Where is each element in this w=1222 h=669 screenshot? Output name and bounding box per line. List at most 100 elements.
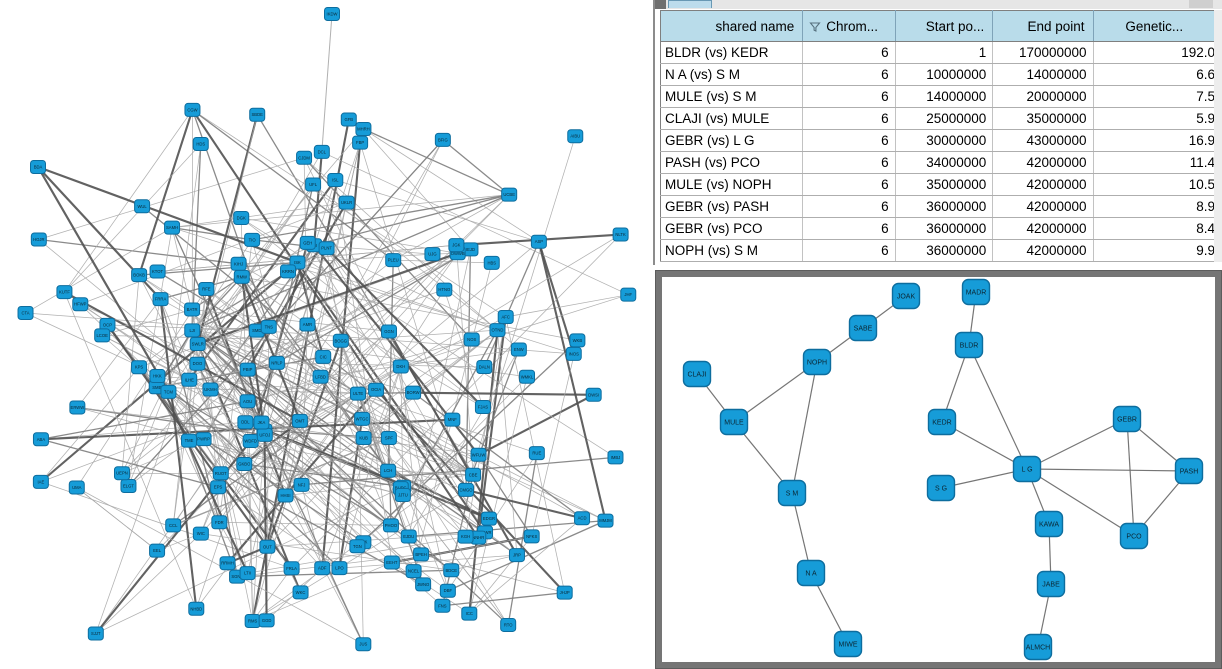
cell-start[interactable]: 10000000 (895, 63, 994, 86)
network-node[interactable]: KRRN (280, 264, 297, 279)
network-node[interactable]: WMKL (519, 369, 536, 384)
detail-network-panel[interactable]: JOAK SABE NOPH CLAJI MULE S M N A MIWE MADR BLDR K… (655, 270, 1222, 669)
network-node[interactable]: RMW (233, 269, 250, 284)
cell-end[interactable]: 20000000 (992, 85, 1094, 108)
network-node[interactable]: BORW (405, 385, 422, 400)
network-node[interactable]: IMBJ (607, 450, 624, 465)
network-node[interactable]: GEH (299, 235, 316, 250)
network-node-s-m[interactable]: S M (777, 479, 807, 507)
cell-chromosome[interactable]: 6 (802, 151, 896, 174)
network-node[interactable]: JWNO (415, 577, 432, 592)
network-node[interactable]: UFL (305, 177, 322, 192)
cell-start[interactable]: 36000000 (895, 239, 994, 262)
network-node[interactable]: OTND (489, 323, 506, 338)
network-edge-NOPH-MULE[interactable] (733, 361, 818, 423)
network-node[interactable]: GGD (258, 613, 275, 628)
network-edge-SG-LG[interactable] (940, 468, 1028, 489)
cell-end[interactable]: 35000000 (992, 107, 1094, 130)
table-row[interactable]: MULE (vs) S M 6 14000000 20000000 7.5 (660, 85, 1222, 108)
cell-shared-name[interactable]: GEBR (vs) PASH (660, 195, 804, 218)
network-node-l-g[interactable]: L G (1012, 455, 1042, 483)
network-node[interactable]: DWSI (585, 387, 602, 402)
network-node[interactable]: JHJP (556, 585, 573, 600)
cell-start[interactable]: 36000000 (895, 217, 994, 240)
network-node[interactable]: SWLR (189, 337, 206, 352)
network-node[interactable]: DGK (233, 211, 250, 226)
network-node-n-a[interactable]: N A (796, 559, 826, 587)
network-node[interactable]: LCH (380, 463, 397, 478)
network-node[interactable]: BOGG (332, 333, 349, 348)
network-node[interactable]: TGN (349, 539, 366, 554)
cell-chromosome[interactable]: 6 (802, 85, 896, 108)
network-node[interactable]: KPS (131, 360, 148, 375)
column-header-end-point[interactable]: End point (992, 10, 1094, 42)
network-edge-LG-PCO[interactable] (1026, 468, 1135, 537)
cell-chromosome[interactable]: 6 (802, 41, 896, 64)
network-node[interactable]: ASP (530, 234, 547, 249)
cell-end[interactable]: 42000000 (992, 217, 1094, 240)
network-node[interactable]: EEHT (383, 555, 400, 570)
network-node[interactable]: GGN (381, 324, 398, 339)
cell-end[interactable]: 42000000 (992, 151, 1094, 174)
cell-chromosome[interactable]: 6 (802, 129, 896, 152)
network-node[interactable]: PBIP (239, 362, 256, 377)
network-node[interactable]: GKBO (236, 456, 253, 471)
cell-end[interactable]: 14000000 (992, 63, 1094, 86)
network-node[interactable]: DOO (189, 356, 206, 371)
network-node[interactable]: FRRA (152, 292, 169, 307)
network-node[interactable]: ADF (314, 561, 331, 576)
cell-chromosome[interactable]: 6 (802, 239, 896, 262)
column-header-chrom[interactable]: Chrom... (802, 10, 896, 42)
cell-chromosome[interactable]: 6 (802, 195, 896, 218)
network-edge-NOPH-SM[interactable] (791, 361, 818, 494)
cell-genetic[interactable]: 10.5 (1093, 173, 1222, 196)
network-edge-LG-PASH[interactable] (1026, 468, 1190, 472)
cell-start[interactable]: 30000000 (895, 129, 994, 152)
network-node[interactable]: RUE (528, 446, 545, 461)
network-edge-SM-NA[interactable] (791, 492, 812, 574)
network-node[interactable]: NNHR (470, 530, 487, 545)
network-node[interactable]: AOU (239, 394, 256, 409)
network-node[interactable]: KTOT (149, 264, 166, 279)
cell-chromosome[interactable]: 6 (802, 63, 896, 86)
network-node[interactable]: TIO (244, 232, 261, 247)
cell-end[interactable]: 42000000 (992, 195, 1094, 218)
network-node[interactable]: RMS (244, 614, 261, 629)
cell-shared-name[interactable]: N A (vs) S M (660, 63, 804, 86)
cell-shared-name[interactable]: CLAJI (vs) MULE (660, 107, 804, 130)
table-scrollbar[interactable] (1214, 10, 1222, 262)
network-node-bldr[interactable]: BLDR (954, 331, 984, 359)
network-node[interactable]: JGK (448, 238, 465, 253)
cell-genetic[interactable]: 6.6 (1093, 63, 1222, 86)
network-node-mule[interactable]: MULE (719, 408, 749, 436)
network-node-kedr[interactable]: KEDR (927, 408, 957, 436)
network-node[interactable]: HKK (149, 369, 166, 384)
network-node[interactable]: RFE (198, 282, 215, 297)
network-node[interactable]: KGH (457, 529, 474, 544)
cell-shared-name[interactable]: MULE (vs) NOPH (660, 173, 804, 196)
network-node[interactable]: ABA (32, 432, 49, 447)
panel-splitter[interactable] (653, 0, 655, 265)
network-node-pco[interactable]: PCO (1119, 522, 1149, 550)
network-node[interactable]: MNF (444, 412, 461, 427)
network-node[interactable]: WKC (292, 585, 309, 600)
cell-genetic[interactable]: 7.5 (1093, 85, 1222, 108)
network-node-s-g[interactable]: S G (926, 474, 956, 502)
table-row[interactable]: BLDR (vs) KEDR 6 1 170000000 192.0 (660, 41, 1222, 64)
cell-start[interactable]: 34000000 (895, 151, 994, 174)
network-node[interactable]: HTNO (436, 282, 453, 297)
network-node[interactable]: ICC (461, 606, 478, 621)
network-node[interactable]: DBF (439, 583, 456, 598)
network-node[interactable]: CCL (165, 518, 182, 533)
table-row[interactable]: CLAJI (vs) MULE 6 25000000 35000000 5.9 (660, 107, 1222, 130)
network-node[interactable]: FJAS (474, 400, 491, 415)
network-node[interactable]: NFJ (293, 477, 310, 492)
network-node[interactable]: LCOE (94, 328, 111, 343)
network-node[interactable]: GFB (340, 112, 357, 127)
network-node[interactable]: LFBD (312, 369, 329, 384)
network-node[interactable]: BDA (30, 160, 46, 174)
network-node[interactable]: DKH (392, 359, 409, 374)
network-node[interactable]: OMT (291, 413, 308, 428)
network-node[interactable]: FRLA (283, 561, 300, 576)
network-node[interactable]: JHF (620, 287, 637, 302)
